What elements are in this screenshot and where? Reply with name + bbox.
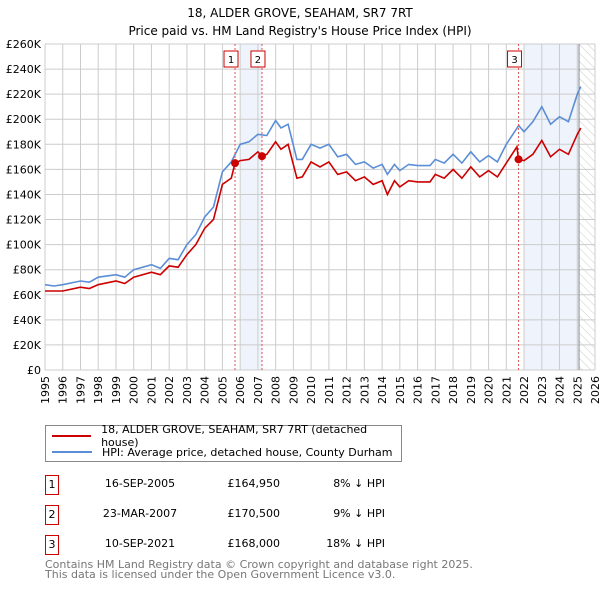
y-tick-label: £100K — [6, 239, 42, 252]
shaded-period — [240, 44, 262, 370]
sale-number-badge: 2 — [45, 505, 59, 525]
y-tick-label: £60K — [13, 289, 42, 302]
x-tick-label: 1998 — [92, 376, 105, 404]
legend-label: HPI: Average price, detached house, Coun… — [102, 445, 393, 459]
x-tick-label: 2009 — [287, 376, 300, 404]
x-tick-label: 2000 — [128, 376, 141, 404]
x-tick-label: 2012 — [341, 376, 354, 404]
copyright-text: Contains HM Land Registry data © Crown c… — [45, 558, 473, 571]
y-tick-label: £140K — [6, 188, 42, 201]
x-tick-label: 2024 — [554, 376, 567, 404]
red-line-swatch — [52, 435, 92, 437]
sale-point — [231, 159, 240, 168]
x-tick-label: 1997 — [74, 376, 87, 404]
sale-price: £164,950 — [227, 477, 281, 490]
sale-date: 10-SEP-2021 — [104, 537, 176, 550]
sale-label-box — [223, 50, 239, 68]
chart-subtitle: Price paid vs. HM Land Registry's House … — [128, 24, 471, 38]
sale-hpi-diff: 8% ↓ HPI — [333, 477, 385, 490]
sale-label-box — [507, 50, 523, 68]
forecast-hatch — [579, 44, 595, 370]
x-tick-label: 2008 — [270, 376, 283, 404]
sale-label: 1 — [228, 55, 234, 66]
y-tick-label: £240K — [6, 63, 42, 76]
sale-hpi-diff: 9% ↓ HPI — [333, 507, 385, 520]
series-line — [44, 86, 582, 287]
y-tick-label: £0 — [27, 364, 41, 377]
x-tick-label: 2015 — [394, 376, 407, 404]
sale-number-badge: 1 — [45, 475, 59, 495]
shaded-period — [524, 44, 580, 370]
y-tick-label: £120K — [6, 214, 42, 227]
price-chart: 18, ALDER GROVE, SEAHAM, SR7 7RT Price p… — [6, 6, 600, 404]
x-tick-label: 2004 — [199, 376, 212, 404]
sale-date: 23-MAR-2007 — [102, 507, 178, 520]
chart-title: 18, ALDER GROVE, SEAHAM, SR7 7RT — [187, 6, 413, 20]
x-tick-label: 2016 — [412, 376, 425, 404]
y-tick-label: £260K — [6, 38, 42, 51]
table-row: 3 10-SEP-2021 £168,000 18% ↓ HPI — [45, 535, 445, 555]
x-tick-label: 2018 — [447, 376, 460, 404]
sale-number-badge: 3 — [45, 535, 59, 555]
sale-label-box — [250, 50, 266, 68]
y-tick-label: £180K — [6, 138, 42, 151]
legend-item-property: 18, ALDER GROVE, SEAHAM, SR7 7RT (detach… — [52, 423, 401, 449]
x-tick-label: 1996 — [57, 376, 70, 404]
x-tick-label: 2017 — [429, 376, 442, 404]
x-tick-label: 2019 — [465, 376, 478, 404]
sale-label: 2 — [255, 55, 261, 66]
y-tick-label: £80K — [13, 264, 42, 277]
sale-point — [257, 152, 266, 161]
series-line — [45, 127, 582, 292]
table-row: 1 16-SEP-2005 £164,950 8% ↓ HPI — [45, 475, 445, 495]
footer: Contains HM Land Registry data © Crown c… — [45, 558, 473, 581]
x-tick-label: 2007 — [252, 376, 265, 404]
sale-price: £168,000 — [227, 537, 281, 550]
x-tick-label: 2011 — [323, 376, 336, 404]
x-tick-label: 2003 — [181, 376, 194, 404]
x-tick-label: 2013 — [358, 376, 371, 404]
x-tick-label: 2006 — [234, 376, 247, 404]
legend: 18, ALDER GROVE, SEAHAM, SR7 7RT (detach… — [45, 423, 402, 462]
x-tick-label: 2022 — [518, 376, 531, 404]
x-tick-label: 2005 — [216, 376, 229, 404]
legend-item-hpi: HPI: Average price, detached house, Coun… — [52, 444, 393, 460]
table-row: 2 23-MAR-2007 £170,500 9% ↓ HPI — [45, 505, 445, 525]
x-tick-label: 2020 — [483, 376, 496, 404]
y-tick-label: £220K — [6, 88, 42, 101]
legend-label: 18, ALDER GROVE, SEAHAM, SR7 7RT (detach… — [101, 423, 368, 449]
x-tick-label: 2002 — [163, 376, 176, 404]
sale-label: 3 — [511, 55, 517, 66]
y-tick-label: £160K — [6, 163, 42, 176]
x-tick-label: 2001 — [145, 376, 158, 404]
y-tick-label: £40K — [13, 314, 42, 327]
blue-line-swatch — [52, 451, 92, 453]
x-tick-label: 2014 — [376, 376, 389, 404]
sale-point — [514, 155, 523, 164]
y-tick-label: £20K — [13, 339, 42, 352]
x-tick-label: 2021 — [500, 376, 513, 404]
x-tick-label: 1995 — [39, 376, 52, 404]
sale-date: 16-SEP-2005 — [104, 477, 176, 490]
x-tick-label: 2025 — [571, 376, 584, 404]
sale-hpi-diff: 18% ↓ HPI — [326, 537, 385, 550]
y-tick-label: £200K — [6, 113, 42, 126]
x-tick-label: 2023 — [536, 376, 549, 404]
x-tick-label: 2026 — [589, 376, 600, 404]
licence-text: This data is licensed under the Open Gov… — [45, 568, 396, 581]
x-tick-label: 1999 — [110, 376, 123, 404]
x-tick-label: 2010 — [305, 376, 318, 404]
sale-price: £170,500 — [227, 507, 281, 520]
